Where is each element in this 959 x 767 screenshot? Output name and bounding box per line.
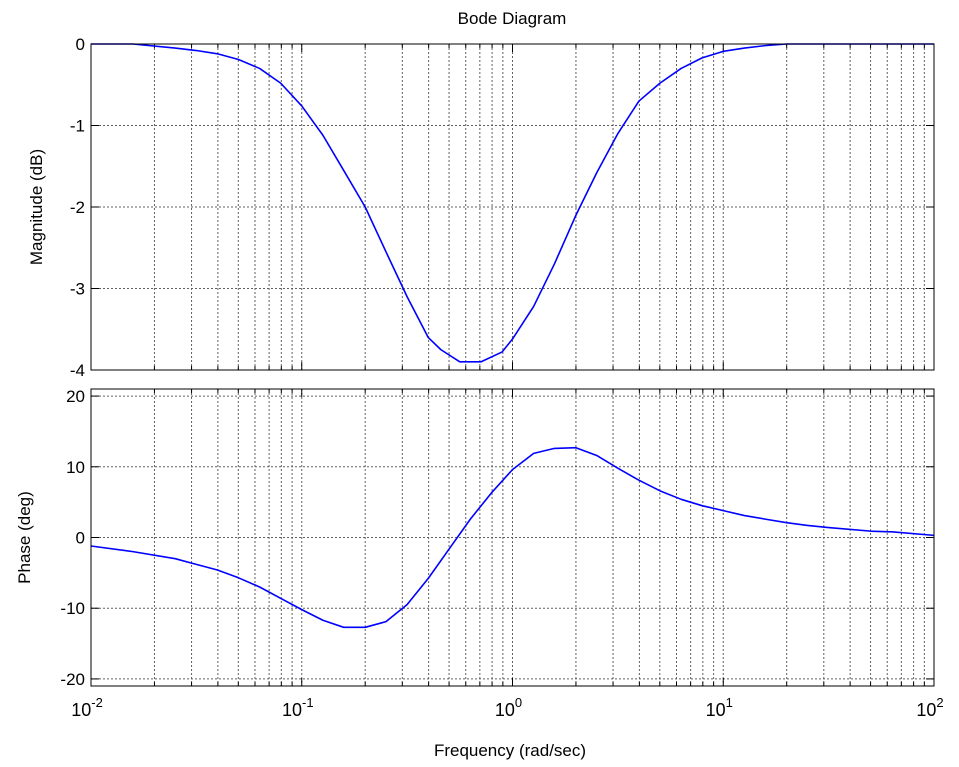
magnitude-series-line (91, 43, 934, 363)
xtick-exponent: 1 (726, 695, 733, 710)
phase-xtick-label: 10-1 (282, 695, 314, 720)
magnitude-ytick-label: -1 (70, 117, 85, 136)
magnitude-ytick-label: 0 (76, 35, 85, 54)
phase-y-axis-label: Phase (deg) (15, 491, 34, 584)
magnitude-ytick-label: -2 (70, 198, 85, 217)
phase-xtick-label: 102 (916, 695, 943, 720)
xtick-exponent: -2 (91, 695, 103, 710)
xtick-base: 10 (495, 700, 515, 720)
magnitude-y-axis-label: Magnitude (dB) (27, 149, 46, 265)
phase-ytick-label: 0 (76, 529, 85, 548)
phase-xtick-label: 101 (706, 695, 733, 720)
xtick-base: 10 (71, 700, 91, 720)
xtick-base: 10 (282, 700, 302, 720)
magnitude-ytick-label: -3 (70, 280, 85, 299)
phase-ytick-label: 10 (66, 458, 85, 477)
phase-ytick-label: -20 (60, 670, 85, 689)
xtick-exponent: 0 (515, 695, 522, 710)
xtick-exponent: -1 (302, 695, 314, 710)
phase-xtick-label: 100 (495, 695, 522, 720)
phase-ytick-label: 20 (66, 387, 85, 406)
xtick-base: 10 (706, 700, 726, 720)
xtick-base: 10 (916, 700, 936, 720)
xtick-exponent: 2 (936, 695, 943, 710)
phase-axes-frame (90, 388, 935, 687)
phase-series-line (90, 446, 935, 629)
phase-xtick-label: 10-2 (71, 695, 103, 720)
magnitude-ytick-label: -4 (70, 361, 85, 380)
chart-title: Bode Diagram (458, 9, 567, 28)
x-axis-label: Frequency (rad/sec) (434, 741, 586, 760)
magnitude-panel: 0 -1 -2 -3 -4 Magnitude (dB) (27, 35, 935, 380)
magnitude-axes-frame (90, 43, 935, 371)
phase-ytick-label: -10 (60, 599, 85, 618)
